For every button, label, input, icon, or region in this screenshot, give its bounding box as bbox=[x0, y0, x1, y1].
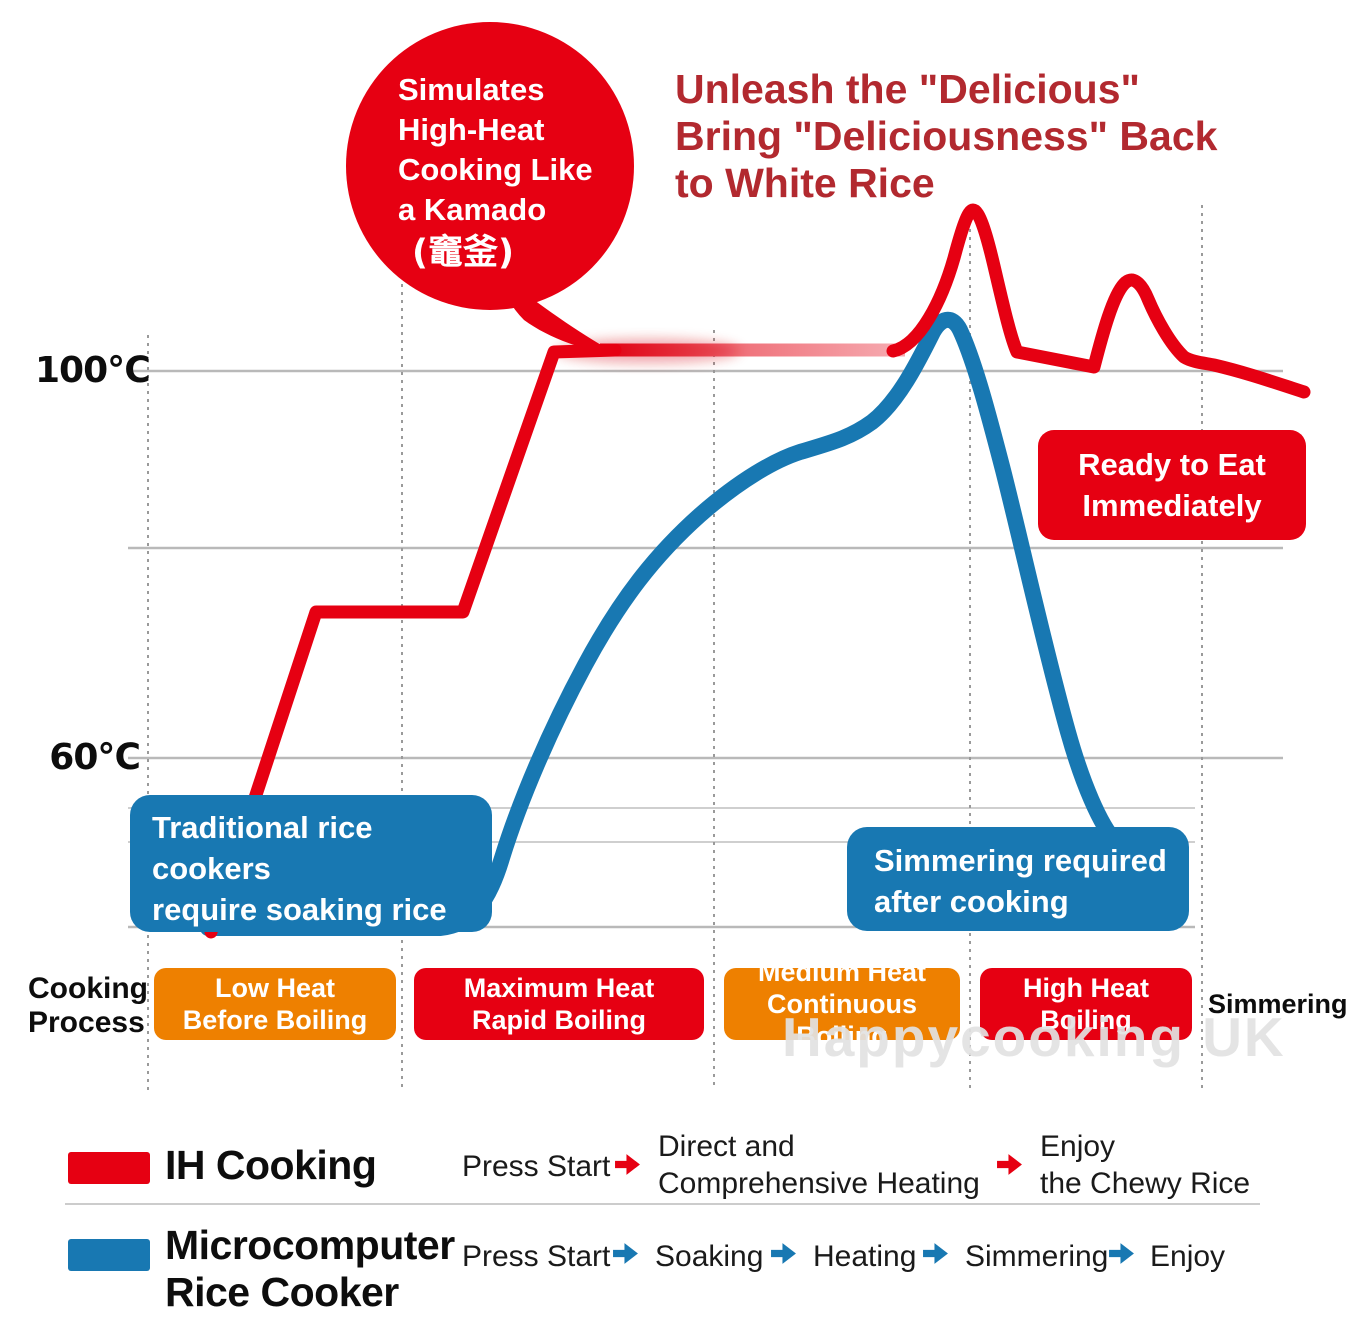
process-step-simmering-label: Simmering bbox=[1208, 989, 1348, 1019]
blue-arrow-icon bbox=[612, 1240, 639, 1272]
micro-flow-press-start: Press Start bbox=[462, 1240, 611, 1273]
ytick-100c: 100℃ bbox=[35, 350, 151, 391]
micro-flow-simmering: Simmering bbox=[965, 1240, 1109, 1273]
red-arrow-icon bbox=[996, 1151, 1023, 1183]
red-arrow-icon bbox=[614, 1151, 641, 1183]
process-step-high-heat: High Heat Boiling bbox=[980, 968, 1192, 1040]
ih-cooking-legend-label: IH Cooking bbox=[165, 1142, 377, 1188]
process-step-low-heat: Low Heat Before Boiling bbox=[154, 968, 396, 1040]
ih-curve-line-left bbox=[204, 343, 622, 939]
blue-arrow-icon bbox=[922, 1240, 949, 1272]
bubble-line: Cooking Like bbox=[398, 152, 593, 187]
blue-arrow-icon bbox=[770, 1240, 797, 1272]
ih-cooking-swatch bbox=[68, 1152, 150, 1184]
cooking-process-label: Cooking Process bbox=[28, 972, 148, 1039]
page-title: Unleash the "Delicious" Bring "Delicious… bbox=[675, 66, 1218, 206]
callout-ready-to-eat: Ready to Eat Immediately bbox=[1038, 430, 1306, 540]
ih-flow-press-start: Press Start bbox=[462, 1150, 611, 1183]
micro-flow-heating: Heating bbox=[813, 1240, 917, 1273]
ih-curve-line-right bbox=[886, 203, 1311, 399]
legend-divider bbox=[65, 1203, 1260, 1205]
microcomputer-legend-label: Microcomputer Rice Cooker bbox=[165, 1222, 455, 1315]
bubble-tail bbox=[496, 270, 618, 355]
bubble-line: Simulates bbox=[398, 72, 545, 107]
stage-separators bbox=[147, 205, 1203, 1090]
ih-flow-enjoy: Enjoy the Chewy Rice bbox=[1040, 1130, 1251, 1200]
blue-arrow-icon bbox=[1108, 1240, 1135, 1272]
kamado-bubble: Simulates High-Heat Cooking Like a Kamad… bbox=[398, 70, 593, 273]
callout-simmering-required: Simmering required after cooking bbox=[847, 827, 1189, 931]
ytick-60c: 60℃ bbox=[49, 737, 141, 778]
callout-soaking: Traditional rice cookers require soaking… bbox=[130, 795, 492, 1009]
micro-flow-enjoy: Enjoy bbox=[1150, 1240, 1226, 1273]
bubble-line-cjk: (竈釜) bbox=[412, 233, 514, 273]
bubble-line: a Kamado bbox=[398, 192, 547, 227]
bubble-line: High-Heat bbox=[398, 112, 545, 147]
ih-flow-heating: Direct and Comprehensive Heating bbox=[658, 1130, 980, 1200]
micro-flow-soaking: Soaking bbox=[655, 1240, 764, 1273]
bubble-circle bbox=[346, 22, 634, 310]
process-step-maximum-heat: Maximum Heat Rapid Boiling bbox=[414, 968, 704, 1040]
microcomputer-curve-line bbox=[200, 312, 1124, 936]
watermark: Happycooking UK bbox=[782, 1006, 1286, 1068]
microcomputer-swatch bbox=[68, 1239, 150, 1271]
